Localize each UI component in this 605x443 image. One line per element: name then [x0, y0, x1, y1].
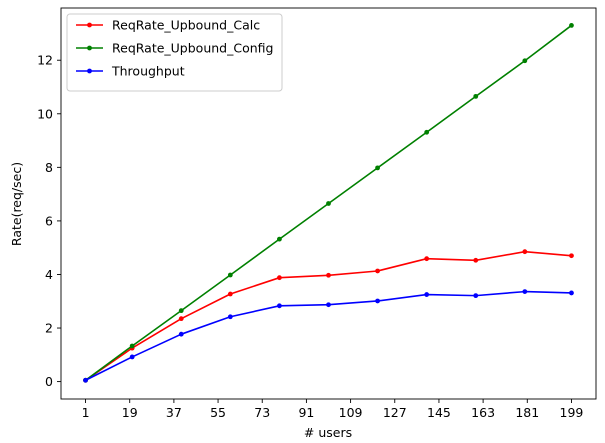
legend-label: ReqRate_Upbound_Config	[112, 41, 273, 56]
data-point	[473, 257, 479, 263]
data-point	[178, 316, 184, 322]
series-3	[83, 289, 574, 383]
x-tick-label: 37	[166, 405, 182, 420]
data-point	[178, 331, 184, 337]
x-tick-label: 91	[298, 405, 314, 420]
legend-item: Throughput	[76, 64, 185, 79]
data-point	[522, 289, 528, 295]
x-tick-label: 181	[515, 405, 539, 420]
x-tick-label: 199	[560, 405, 584, 420]
y-tick-label: 0	[45, 374, 53, 389]
axes-layer	[60, 7, 597, 400]
x-tick-label: 127	[383, 405, 407, 420]
data-point	[277, 275, 282, 281]
axes-frame	[60, 7, 597, 400]
data-point	[424, 129, 430, 135]
data-point	[473, 293, 479, 299]
data-point	[375, 165, 380, 171]
data-point	[424, 256, 430, 262]
legend-label: ReqRate_Upbound_Calc	[112, 18, 260, 33]
x-tick-label: 1	[82, 405, 90, 420]
data-point	[424, 292, 430, 297]
series-layer	[83, 23, 574, 383]
data-point	[129, 354, 135, 360]
data-point	[473, 93, 479, 99]
data-point	[326, 201, 331, 206]
legend-item: ReqRate_Upbound_Config	[76, 41, 273, 56]
data-point	[569, 290, 574, 296]
y-tick-label: 12	[37, 53, 53, 68]
data-point	[375, 268, 380, 274]
data-point	[326, 272, 331, 278]
legend: ReqRate_Upbound_Calc ReqRate_Upbound_Conf…	[66, 13, 283, 92]
data-point	[569, 23, 574, 28]
data-point	[277, 236, 282, 242]
legend-box	[66, 13, 283, 92]
y-tick-label: 6	[45, 213, 53, 228]
data-point	[227, 314, 233, 320]
data-point	[522, 249, 528, 255]
data-point	[227, 272, 233, 278]
data-point	[326, 302, 331, 308]
x-tick-label: 109	[339, 405, 363, 420]
legend-swatch-marker	[87, 22, 92, 28]
data-point	[178, 308, 184, 314]
legend-swatch-marker	[87, 45, 92, 51]
legend-label: Throughput	[111, 64, 185, 79]
data-point	[83, 377, 88, 383]
x-tick-label: 73	[254, 405, 270, 420]
legend-item: ReqRate_Upbound_Calc	[76, 18, 260, 33]
y-tick-label: 10	[37, 106, 53, 121]
y-tick-label: 4	[45, 267, 53, 282]
x-tick-label: 145	[427, 405, 451, 420]
x-tick-label: 55	[210, 405, 226, 420]
data-point	[375, 298, 380, 304]
data-point	[277, 303, 282, 309]
data-point	[522, 58, 528, 64]
ticks-layer: 1 19 37 55 73 91 109 127 145 163 181 199 0 2 4 6 8 10 12	[37, 53, 583, 420]
legend-swatch-marker	[87, 68, 92, 74]
y-axis-label: Rate(req/sec)	[9, 162, 24, 246]
y-tick-label: 8	[45, 160, 53, 175]
x-tick-label: 163	[471, 405, 495, 420]
y-tick-label: 2	[45, 321, 53, 336]
x-axis-label: # users	[304, 425, 352, 440]
data-point	[129, 343, 135, 349]
data-point	[569, 253, 574, 259]
data-point	[227, 291, 233, 297]
x-tick-label: 19	[122, 405, 138, 420]
